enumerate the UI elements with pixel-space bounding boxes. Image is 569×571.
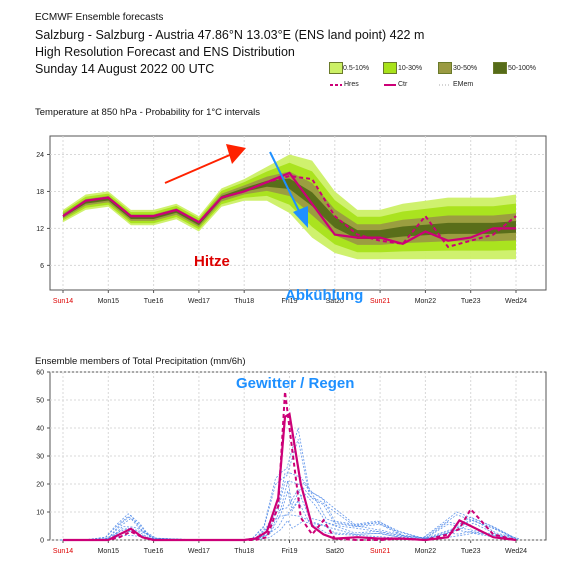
precip-hres-line [63, 391, 517, 542]
x-tick-label: Sun14 [53, 298, 73, 305]
legend-swatch-2 [438, 62, 452, 74]
x-tick-label: Mon22 [415, 548, 437, 555]
heat-arrow-head [226, 144, 246, 164]
precip-member-line [63, 480, 517, 541]
precip-member-line [60, 500, 514, 541]
x-tick-label: Wed24 [505, 298, 527, 305]
legend-line-samples [330, 84, 451, 86]
forecast-date: Sunday 14 August 2022 00 UTC [35, 62, 215, 76]
x-tick-label: Wed17 [188, 548, 210, 555]
y-tick-label: 10 [36, 510, 44, 517]
precip-member-line [65, 481, 519, 541]
temperature-chart-title: Temperature at 850 hPa - Probability for… [35, 107, 261, 118]
x-tick-label: Thu18 [234, 298, 254, 305]
precip-member-line [60, 427, 514, 541]
legend-label-2: 30-50% [453, 65, 478, 72]
x-tick-label: Fri19 [282, 548, 298, 555]
x-tick-label: Tue23 [461, 298, 481, 305]
legend-swatch-0 [329, 62, 343, 74]
x-tick-label: Mon22 [415, 298, 437, 305]
x-tick-label: Tue16 [144, 548, 164, 555]
y-tick-label: 60 [36, 370, 44, 377]
precip-member-line [63, 472, 517, 541]
annotation-hitze: Hitze [194, 253, 230, 270]
forecast-subtitle: High Resolution Forecast and ENS Distrib… [35, 45, 295, 59]
legend-label-3: 50-100% [508, 65, 537, 72]
temperature-ctr-line [62, 171, 516, 245]
x-tick-label: Thu18 [234, 548, 254, 555]
y-tick-label: 20 [36, 482, 44, 489]
x-tick-label: Sat20 [326, 548, 344, 555]
x-tick-label: Sun21 [370, 298, 390, 305]
x-tick-label: Sun14 [53, 548, 73, 555]
x-tick-label: Tue23 [461, 548, 481, 555]
y-tick-label: 24 [36, 152, 44, 159]
cooling-arrow-shaft [269, 151, 301, 214]
legend-swatch-3 [493, 62, 507, 74]
annotation-gewitter: Gewitter / Regen [236, 375, 354, 392]
precipitation-chart-title: Ensemble members of Total Precipitation … [35, 356, 246, 367]
legend-swatch-1 [383, 62, 397, 74]
y-tick-label: 18 [36, 189, 44, 196]
y-tick-label: 0 [40, 538, 44, 545]
legend-label-0: 0.5-10% [343, 65, 370, 72]
location-title: Salzburg - Salzburg - Austria 47.86°N 13… [35, 28, 425, 42]
heat-arrow-shaft [164, 153, 233, 184]
precip-member-line [65, 489, 519, 541]
legend-ctr-label: Ctr [398, 81, 408, 88]
x-tick-label: Mon15 [98, 548, 120, 555]
temperature-band-3 [63, 178, 516, 239]
x-tick-label: Sat20 [326, 298, 344, 305]
x-tick-label: Fri19 [282, 298, 298, 305]
y-tick-label: 50 [36, 398, 44, 405]
legend-label-1: 10-30% [398, 65, 423, 72]
legend-emem-label: EMem [453, 81, 474, 88]
x-tick-label: Wed17 [188, 298, 210, 305]
cooling-arrow-head [293, 206, 308, 228]
y-tick-label: 6 [40, 263, 44, 270]
x-tick-label: Tue16 [144, 298, 164, 305]
x-tick-label: Sun21 [370, 548, 390, 555]
precip-ctr-line [63, 412, 517, 542]
annotation-abkuehlung: Abkühlung [285, 287, 363, 304]
app-title: ECMWF Ensemble forecasts [35, 12, 164, 23]
y-tick-label: 30 [36, 454, 44, 461]
y-tick-label: 12 [36, 226, 44, 233]
x-tick-label: Mon15 [98, 298, 120, 305]
x-tick-label: Wed24 [505, 548, 527, 555]
y-tick-label: 40 [36, 426, 44, 433]
legend-hres-label: Hres [344, 81, 359, 88]
